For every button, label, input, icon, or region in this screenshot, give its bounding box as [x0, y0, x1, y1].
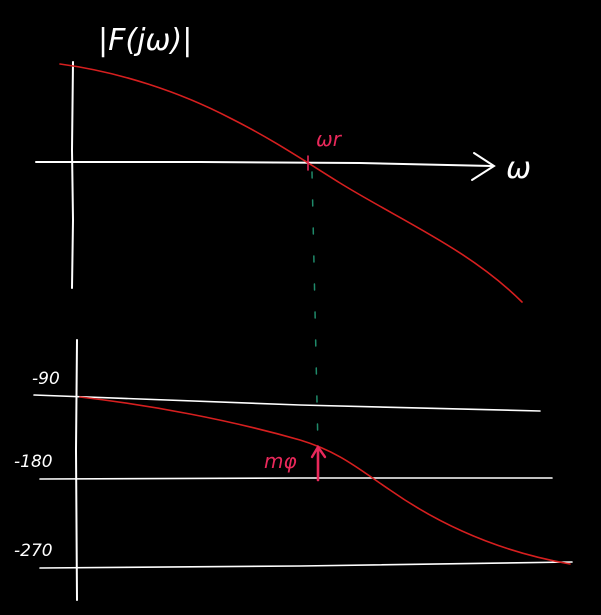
phase-y-axis — [74, 339, 78, 601]
gridline--180 — [39, 477, 553, 480]
tick-label--90: -90 — [32, 369, 60, 389]
magnitude-y-axis — [70, 61, 75, 289]
gridline--90 — [33, 394, 541, 412]
magnitude-curve — [59, 63, 523, 303]
phase-plot — [33, 339, 573, 601]
crossover-frequency-label: ωr — [316, 127, 343, 151]
magnitude-x-axis — [35, 161, 493, 167]
tick-label--270: -270 — [14, 541, 53, 561]
omega-axis-label: ω — [506, 151, 531, 186]
phase-margin-arrowhead — [310, 444, 327, 459]
phase-margin-label: mφ — [264, 449, 297, 473]
magnitude-plot — [35, 61, 523, 303]
x-axis-arrowhead — [471, 152, 496, 181]
magnitude-y-axis-label: |F(jω)| — [98, 23, 192, 58]
crossover-guide-line — [311, 171, 319, 449]
tick-label--180: -180 — [14, 452, 53, 472]
gridline--270 — [39, 561, 573, 569]
phase-curve — [79, 396, 571, 565]
